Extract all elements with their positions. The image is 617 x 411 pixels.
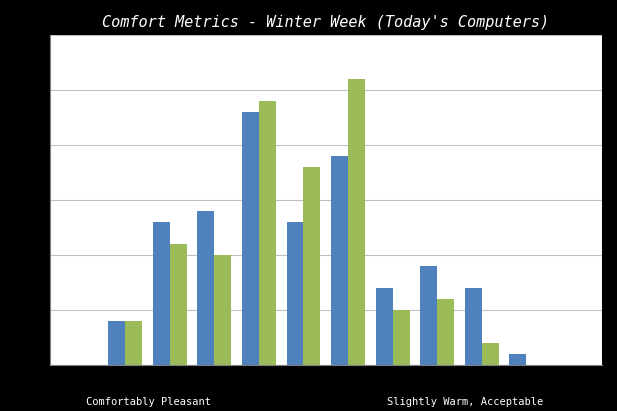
Bar <box>392 310 410 365</box>
Bar <box>125 321 142 365</box>
Bar <box>304 167 320 365</box>
Bar <box>437 299 454 365</box>
Text: Comfortably Pleasant: Comfortably Pleasant <box>86 397 212 407</box>
Bar <box>214 255 231 365</box>
Bar <box>259 101 276 365</box>
Bar <box>420 266 437 365</box>
Text: Slightly Warm, Acceptable: Slightly Warm, Acceptable <box>387 397 543 407</box>
Bar <box>197 211 214 365</box>
Bar <box>153 222 170 365</box>
Bar <box>170 244 187 365</box>
Bar <box>242 112 259 365</box>
Bar <box>331 156 348 365</box>
Bar <box>348 79 365 365</box>
Bar <box>109 321 125 365</box>
Bar <box>286 222 304 365</box>
Bar <box>376 288 392 365</box>
Bar <box>465 288 482 365</box>
Title: Comfort Metrics - Winter Week (Today's Computers): Comfort Metrics - Winter Week (Today's C… <box>102 15 549 30</box>
Bar <box>509 354 526 365</box>
Y-axis label: Hours (%): Hours (%) <box>15 172 25 228</box>
Bar <box>482 343 499 365</box>
